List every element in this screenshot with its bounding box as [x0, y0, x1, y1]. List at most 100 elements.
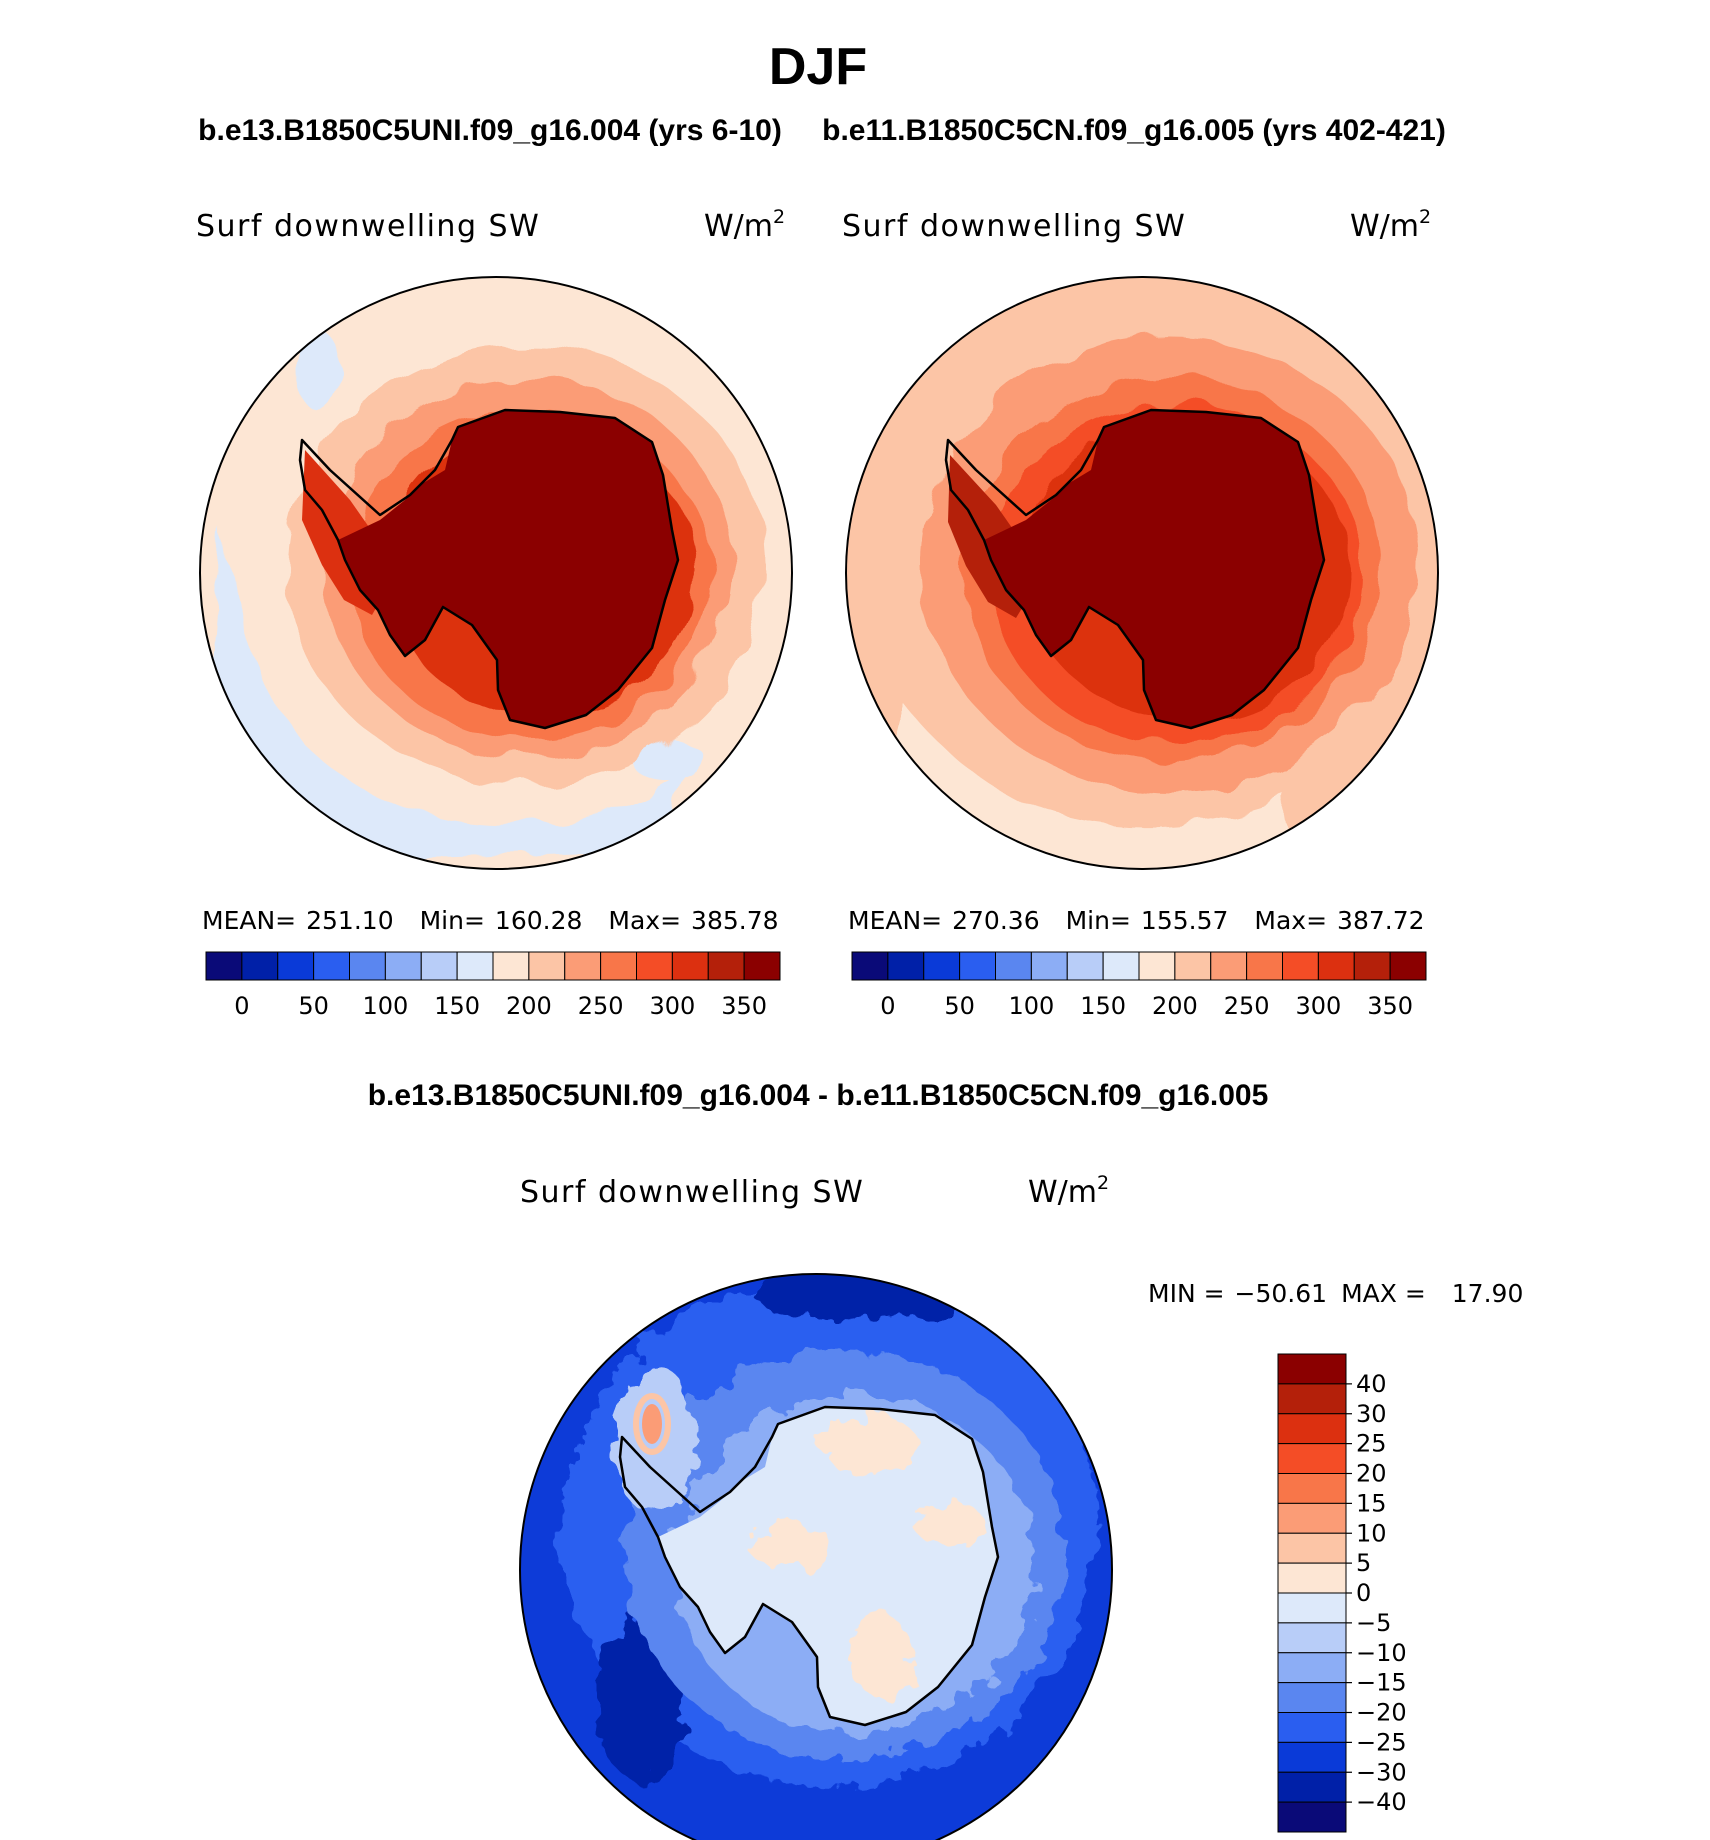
case2-coastline — [944, 408, 1326, 730]
case1-colorbar-swatch — [492, 951, 530, 981]
diff-panel: b.e13.B1850C5UNI.f09_g16.004 - b.e11.B18… — [368, 1079, 1523, 1840]
diff-peninsula-max — [642, 1404, 662, 1444]
case1-colorbar-tick-label: 300 — [649, 992, 695, 1020]
diff-colorbar-tick-label: −25 — [1356, 1728, 1407, 1756]
case2-colorbar-swatch — [1102, 951, 1140, 981]
diff-colorbar-swatch — [1277, 1473, 1347, 1504]
diff-deep-minimum-north — [750, 1274, 970, 1320]
diff-colorbar-tick-label: 25 — [1356, 1430, 1387, 1458]
case1-coastline — [298, 408, 680, 730]
diff-colorbar-swatch — [1277, 1383, 1347, 1415]
diff-colorbar-tick-label: −15 — [1356, 1669, 1407, 1697]
diff-colorbar-tick-label: −10 — [1356, 1639, 1407, 1667]
diff-polar-map — [520, 1274, 1112, 1840]
diff-ice-patch-north — [822, 1415, 918, 1475]
diff-colorbar-swatch — [1277, 1562, 1347, 1594]
diff-ice-patch-east — [915, 1503, 985, 1547]
diff-ice-patch-south — [850, 1613, 910, 1697]
case2-colorbar-tick-label: 0 — [880, 992, 895, 1020]
case1-ice-sheet — [338, 410, 678, 728]
diff-colorbar-tick-label: −30 — [1356, 1758, 1407, 1786]
case2-colorbar-swatch — [1282, 951, 1319, 981]
case2-stats: MEAN= 270.36 Min= 155.57 Max= 387.72 — [848, 906, 1425, 935]
case1-colorbar-swatch — [743, 951, 781, 981]
case2-colorbar-tick-label: 50 — [944, 992, 975, 1020]
diff-peninsula-max-ring — [633, 1393, 671, 1455]
diff-ice-patches — [748, 1415, 985, 1697]
case2-colorbar-swatch — [1353, 951, 1391, 981]
case1-colorbar-tick-label: 0 — [234, 992, 249, 1020]
diff-colorbar-swatch — [1277, 1443, 1347, 1474]
case2-colorbar-swatch — [1138, 951, 1176, 981]
diff-colorbar-swatch — [1277, 1413, 1347, 1445]
diff-colorbar-tick-label: 15 — [1356, 1489, 1387, 1517]
figure-title: DJF — [769, 38, 867, 96]
case2-title: b.e11.B1850C5CN.f09_g16.005 (yrs 402-421… — [822, 114, 1446, 147]
diff-colorbar-tick-label: 20 — [1356, 1460, 1387, 1488]
case2-units-label: W/m2 — [1350, 206, 1431, 244]
case2-colorbar: 0 50 100 150 200 250 300 350 — [851, 951, 1427, 1020]
case1-colorbar-swatch — [707, 951, 745, 981]
case1-panel: Surf downwelling SW W/m2 MEAN= 251.10 Min=… — [196, 206, 793, 1020]
case1-map-border — [199, 276, 793, 870]
case1-colorbar-swatch — [600, 951, 637, 981]
diff-coastline — [618, 1405, 1000, 1727]
case2-variable-label: Surf downwelling SW — [842, 209, 1186, 244]
case1-colorbar-tick-label: 50 — [298, 992, 329, 1020]
case1-colorbar-swatch — [564, 951, 602, 981]
diff-colorbar-swatch — [1277, 1712, 1347, 1743]
case2-colorbar-tick-label: 150 — [1080, 992, 1126, 1020]
diff-colorbar-tick-label: 0 — [1356, 1579, 1371, 1607]
diff-colorbar-swatch — [1277, 1622, 1347, 1654]
case1-cloudy-belt — [205, 530, 690, 860]
case2-colorbar-swatch — [995, 951, 1032, 981]
diff-colorbar-tick-label: 10 — [1356, 1519, 1387, 1547]
case1-colorbar-tick-label: 200 — [506, 992, 552, 1020]
case1-colorbar-swatch — [313, 951, 350, 981]
case2-panel: Surf downwelling SW W/m2 MEAN= 270.36 Min=… — [842, 206, 1439, 1020]
case2-colorbar-swatch — [1246, 951, 1283, 981]
case2-colorbar-swatch — [923, 951, 961, 981]
case1-colorbar-swatch — [277, 951, 315, 981]
diff-colorbar-tick-label: 40 — [1356, 1370, 1387, 1398]
case1-colorbar-tick-label: 250 — [578, 992, 624, 1020]
diff-colorbar-swatch — [1277, 1682, 1347, 1713]
case2-colorbar-swatch — [1389, 951, 1427, 981]
case2-colorbar-swatch — [1174, 951, 1212, 981]
case1-variable-label: Surf downwelling SW — [196, 209, 540, 244]
case1-title: b.e13.B1850C5UNI.f09_g16.004 (yrs 6-10) — [198, 114, 782, 147]
case1-colorbar-tick-label: 100 — [362, 992, 408, 1020]
case2-colorbar-swatch — [1317, 951, 1355, 981]
case2-colorbar-swatch — [851, 951, 889, 981]
diff-title: b.e13.B1850C5UNI.f09_g16.004 - b.e11.B18… — [368, 1079, 1269, 1112]
case1-colorbar-swatch — [528, 951, 566, 981]
case2-colorbar-swatch — [1066, 951, 1104, 981]
diff-colorbar-swatch — [1277, 1502, 1347, 1534]
case2-colorbar-swatch — [1030, 951, 1068, 981]
case2-colorbar-swatch — [1210, 951, 1248, 981]
diff-variable-label: Surf downwelling SW — [520, 1175, 864, 1210]
diff-units-label: W/m2 — [1028, 1172, 1109, 1210]
case1-polar-map — [200, 277, 792, 869]
case1-colorbar-swatch — [671, 951, 709, 981]
case1-colorbar-swatch — [349, 951, 386, 981]
diff-colorbar-swatch — [1277, 1353, 1347, 1385]
diff-colorbar-tick-label: 5 — [1356, 1549, 1371, 1577]
case2-colorbar-tick-label: 300 — [1295, 992, 1341, 1020]
diff-colorbar-swatch — [1277, 1592, 1347, 1624]
case1-colorbar: 0 50 100 150 200 250 300 350 — [205, 951, 781, 1020]
case1-cloudy-patch-nw — [296, 330, 340, 410]
case2-map-border — [845, 276, 1439, 870]
diff-colorbar-swatch — [1277, 1532, 1347, 1564]
case1-colorbar-swatch — [241, 951, 279, 981]
case1-stats: MEAN= 251.10 Min= 160.28 Max= 385.78 — [202, 906, 779, 935]
diff-colorbar-swatch — [1277, 1652, 1347, 1684]
diff-colorbar-tick-label: −40 — [1356, 1788, 1407, 1816]
case2-colorbar-swatch — [959, 951, 996, 981]
diff-colorbar-tick-label: −20 — [1356, 1699, 1407, 1727]
case2-colorbar-tick-label: 100 — [1008, 992, 1054, 1020]
diff-colorbar-tick-label: 30 — [1356, 1400, 1387, 1428]
diff-ice-sheet — [658, 1407, 998, 1725]
